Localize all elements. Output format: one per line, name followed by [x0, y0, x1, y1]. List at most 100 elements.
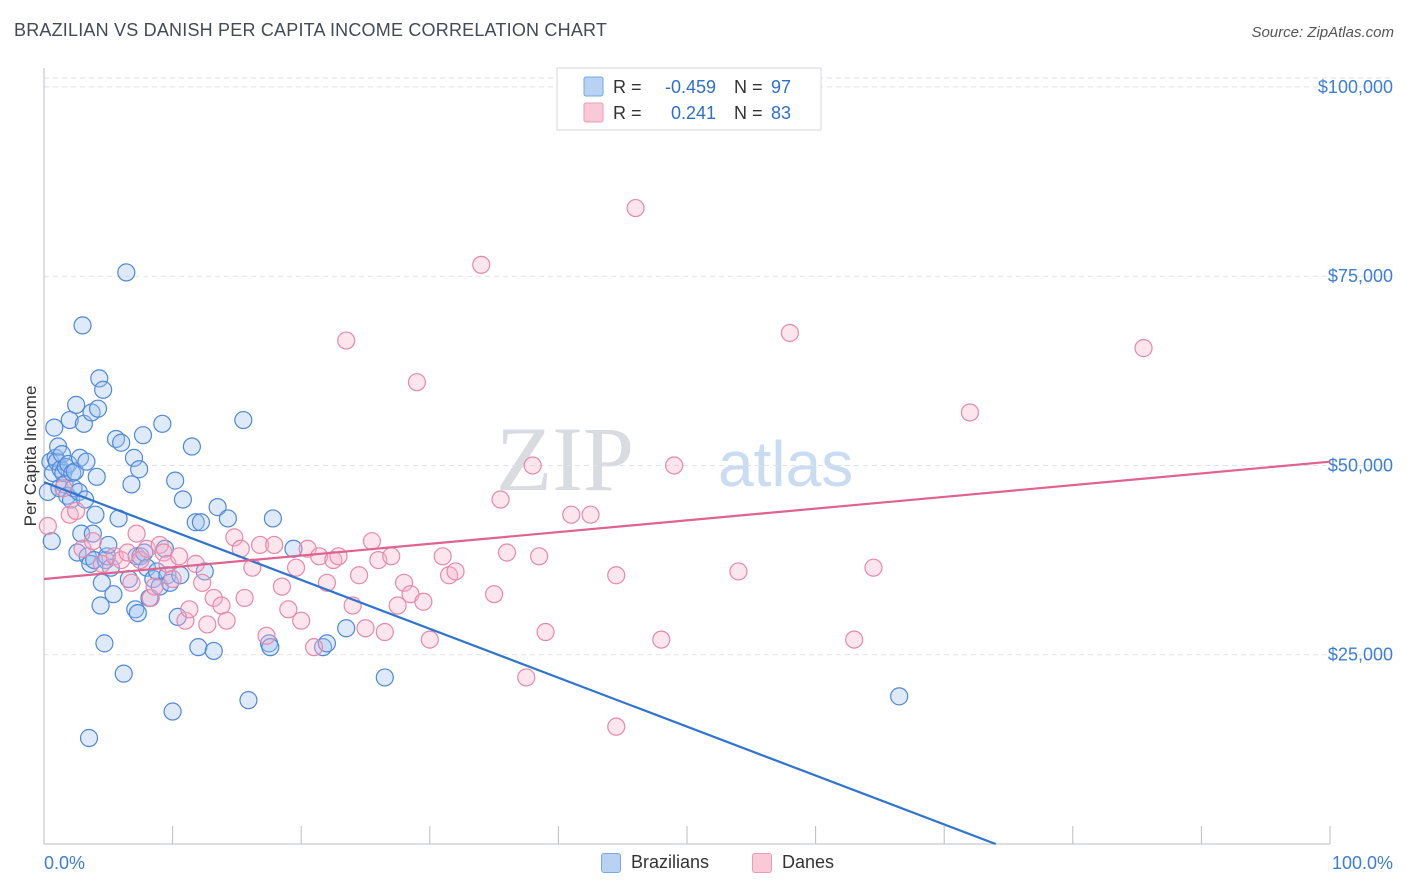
dane-point-71 [562, 505, 581, 524]
dane-point-64 [485, 585, 504, 604]
dane-point-31 [235, 588, 254, 608]
brazilian-point-78 [182, 437, 201, 456]
dane-point-15 [145, 577, 164, 596]
brazilian-point-90 [261, 638, 280, 657]
dane-point-52 [375, 622, 394, 642]
dane-point-80 [845, 630, 864, 649]
source-credit: Source: ZipAtlas.com [1251, 24, 1394, 41]
brazilian-point-34 [83, 524, 102, 543]
dane-point-29 [225, 528, 244, 547]
dane-point-25 [198, 615, 217, 634]
brazilian-point-20 [65, 462, 84, 481]
brazilian-point-80 [189, 638, 208, 657]
dane-point-78 [729, 562, 748, 581]
brazilian-point-96 [890, 687, 909, 706]
dane-point-70 [536, 622, 555, 642]
dane-point-24 [193, 573, 212, 592]
dane-point-82 [960, 403, 980, 422]
brazilian-point-21 [67, 395, 86, 414]
legend-item-brazilians[interactable]: Brazilians [601, 852, 709, 873]
dane-point-50 [362, 532, 382, 551]
brazilian-point-83 [204, 641, 223, 661]
dane-point-41 [304, 638, 324, 657]
legend-box: R = -0.459 N = 97 R = 0.241 N = 83 [556, 67, 822, 131]
dane-point-5 [83, 532, 102, 551]
dane-point-79 [780, 323, 799, 343]
dane-point-77 [665, 456, 684, 475]
brazilian-point-74 [166, 471, 185, 490]
dane-point-4 [73, 539, 92, 558]
legend-n-value-1: 97 [771, 77, 791, 97]
dane-point-49 [356, 619, 375, 638]
legend-swatch-blue [583, 76, 604, 97]
brazilian-point-59 [128, 603, 147, 623]
dane-point-0 [38, 516, 57, 536]
x-tick-labels: 0.0% 100.0% [44, 853, 1393, 873]
x-tick-label-1: 100.0% [1332, 853, 1393, 873]
dane-point-37 [279, 600, 298, 619]
brazilian-point-53 [117, 263, 136, 282]
dane-point-53 [382, 547, 401, 566]
legend-n-label-2: N = [734, 103, 763, 123]
dane-point-65 [491, 490, 510, 509]
dane-point-67 [517, 668, 536, 687]
watermark-zip: ZIP [496, 408, 634, 510]
dane-point-12 [131, 550, 150, 570]
legend-n-label-1: N = [734, 77, 763, 97]
brazilian-point-36 [86, 505, 105, 524]
dane-point-58 [414, 592, 433, 611]
dane-point-83 [1134, 339, 1153, 358]
dane-point-39 [292, 611, 311, 630]
brazilian-point-16 [60, 410, 79, 430]
dane-point-66 [497, 543, 517, 562]
y-tick-label-1: $50,000 [1328, 455, 1393, 475]
dane-point-27 [212, 596, 231, 615]
dane-point-38 [286, 558, 306, 577]
dane-point-14 [141, 588, 160, 608]
dane-point-34 [257, 626, 276, 645]
dane-point-35 [265, 535, 284, 555]
brazilian-point-60 [130, 460, 149, 479]
brazilian-point-56 [124, 448, 144, 467]
legend-r-value-2: 0.241 [671, 103, 716, 123]
brazilian-point-89 [263, 509, 283, 528]
dane-point-22 [180, 600, 199, 619]
brazilian-point-31 [79, 728, 99, 748]
brazilian-point-43 [95, 634, 114, 653]
chart-title: BRAZILIAN VS DANISH PER CAPITA INCOME CO… [14, 20, 608, 40]
brazilian-point-51 [112, 433, 131, 452]
brazilians-label: Brazilians [631, 852, 710, 872]
brazilian-point-4 [45, 418, 64, 437]
brazilian-point-37 [87, 467, 106, 486]
dane-point-33 [250, 535, 270, 555]
dane-point-76 [652, 630, 671, 649]
dane-point-36 [272, 577, 292, 596]
dane-point-11 [127, 524, 146, 543]
legend-r-label-1: R = [613, 77, 642, 97]
brazilians-trend-line [43, 481, 997, 846]
dane-point-8 [112, 550, 131, 570]
dane-point-75 [626, 198, 645, 218]
legend-item-danes[interactable]: Danes [752, 852, 834, 873]
legend-n-value-2: 83 [771, 103, 791, 123]
brazilian-point-69 [153, 414, 172, 433]
dane-point-69 [530, 547, 549, 566]
brazilian-point-94 [337, 619, 356, 638]
brazilian-point-26 [73, 316, 92, 335]
brazilian-point-62 [133, 426, 153, 445]
dane-point-21 [176, 611, 195, 630]
brazilian-point-38 [88, 399, 108, 418]
brazilian-point-29 [77, 452, 96, 471]
dane-point-62 [446, 562, 465, 581]
dane-point-63 [472, 255, 491, 274]
brazilian-point-73 [163, 702, 182, 721]
watermark-atlas: atlas [718, 428, 853, 500]
dane-point-17 [154, 543, 173, 562]
y-tick-label-0: $25,000 [1328, 645, 1393, 665]
dane-point-74 [607, 566, 626, 585]
brazilian-point-77 [173, 490, 192, 509]
dane-point-81 [864, 558, 883, 577]
brazilian-point-86 [234, 410, 253, 430]
y-tick-labels: $25,000 $50,000 $75,000 $100,000 [1318, 77, 1393, 665]
